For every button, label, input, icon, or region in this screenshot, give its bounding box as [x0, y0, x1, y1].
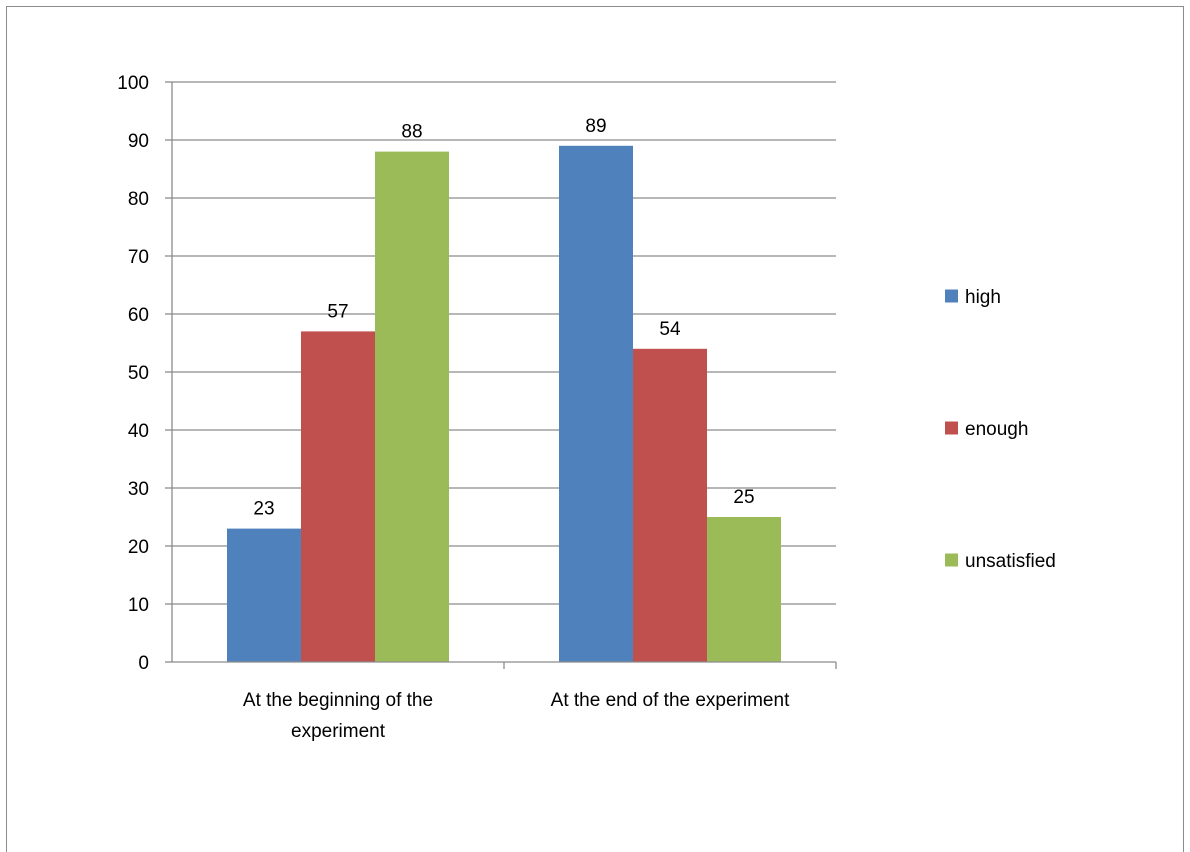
bar-unsatisfied	[707, 517, 781, 662]
y-tick-label: 60	[128, 305, 149, 326]
y-tick-label: 70	[128, 247, 149, 268]
y-tick-label: 40	[128, 421, 149, 442]
y-tick-label: 90	[128, 131, 149, 152]
x-category-label: At the beginning of the experiment	[243, 690, 433, 742]
y-tick-label: 100	[117, 73, 149, 94]
axes: 0 10 20 30 40 50 60 70 80 90 100 At the beginning o…	[117, 73, 837, 742]
bar-enough	[633, 348, 707, 662]
legend-swatch-enough	[945, 421, 958, 435]
legend-label-unsatisfied: unsatisfied	[965, 551, 1056, 572]
bar-high	[559, 145, 633, 663]
data-label: 54	[659, 319, 681, 340]
legend-swatch-unsatisfied	[945, 553, 958, 567]
bars	[227, 145, 781, 663]
data-label: 25	[733, 487, 754, 508]
legend-label-high: high	[965, 287, 1001, 308]
legend-label-enough: enough	[965, 419, 1028, 440]
data-label: 88	[401, 122, 422, 143]
y-tick-label: 80	[128, 189, 149, 210]
bar-enough	[301, 331, 375, 662]
legend: high enough unsatisfied	[945, 287, 1056, 572]
y-tick-label: 10	[128, 595, 149, 616]
y-tick-label: 50	[128, 363, 149, 384]
x-category-label-line: experiment	[291, 721, 386, 742]
x-category-label-line: At the end of the experiment	[551, 690, 790, 711]
y-tick-label: 30	[128, 479, 149, 500]
bar-high	[227, 528, 301, 662]
data-labels: 23 57 88 89 54 25	[253, 116, 754, 520]
x-category-label-line: At the beginning of the	[243, 690, 433, 711]
data-label: 57	[327, 301, 348, 322]
x-category-label: At the end of the experiment	[551, 690, 790, 711]
bar-unsatisfied	[375, 151, 449, 662]
legend-swatch-high	[945, 289, 958, 303]
y-tick-label: 20	[128, 537, 149, 558]
y-tick-label: 0	[138, 653, 149, 674]
data-label: 23	[253, 499, 274, 520]
data-label: 89	[585, 116, 606, 137]
